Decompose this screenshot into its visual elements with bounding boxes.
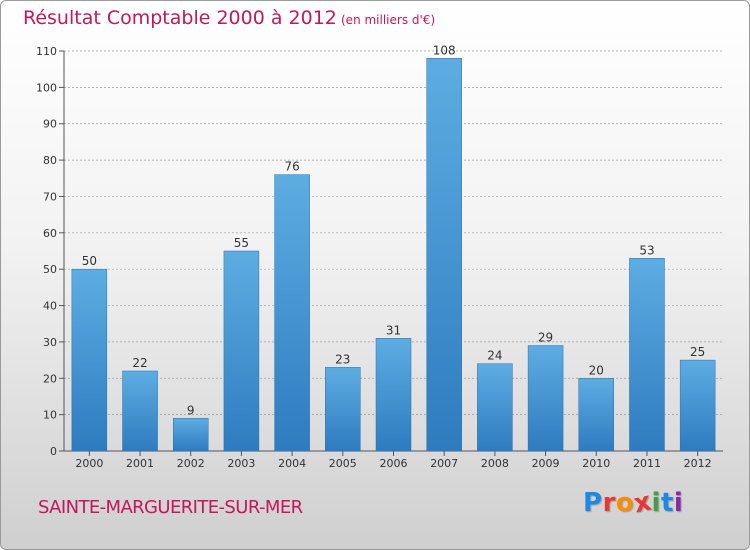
bar-value-label: 50: [82, 254, 97, 268]
y-tick-label: 100: [36, 81, 57, 94]
y-tick-label: 10: [43, 409, 57, 422]
chart-title: Résultat Comptable 2000 à 2012: [23, 7, 337, 29]
x-tick-label: 2007: [430, 457, 458, 470]
logo-letter: i: [651, 488, 661, 518]
chart-subtitle: (en milliers d'€): [341, 13, 436, 27]
bar-value-label: 24: [487, 349, 502, 363]
y-tick-label: 0: [50, 445, 57, 458]
x-tick-label: 2002: [177, 457, 205, 470]
logo-letter: i: [673, 488, 684, 518]
bars: [71, 58, 716, 452]
bar-value-label: 76: [284, 160, 299, 174]
bar: [122, 370, 158, 452]
value-labels: 50 22 9 55 76 23 31 108 24 29 20 53 25: [82, 43, 706, 417]
bar-value-label: 108: [433, 43, 456, 57]
logo-letter: t: [660, 488, 674, 518]
x-tick-label: 2006: [380, 457, 408, 470]
bar-value-label: 55: [234, 236, 249, 250]
y-tick-label: 90: [43, 118, 57, 131]
bar-value-label: 22: [132, 356, 147, 370]
x-tick-label: 2011: [633, 457, 661, 470]
x-tick-label: 2008: [481, 457, 509, 470]
y-tick-label: 40: [43, 300, 57, 313]
logo-letter: P: [583, 488, 603, 518]
bar-value-label: 29: [538, 331, 553, 345]
bar: [325, 367, 361, 452]
bar: [477, 363, 513, 452]
x-tick-label: 2009: [532, 457, 560, 470]
y-tick-label: 30: [43, 336, 57, 349]
y-tick-label: 20: [43, 372, 57, 385]
y-tick-label: 110: [36, 45, 57, 58]
x-tick-label: 2004: [278, 457, 306, 470]
bar: [629, 258, 665, 452]
bar-value-label: 31: [386, 323, 401, 337]
x-tick-label: 2012: [684, 457, 712, 470]
bar-value-label: 20: [589, 363, 604, 377]
x-tick-label: 2001: [126, 457, 154, 470]
y-tick-label: 60: [43, 227, 57, 240]
logo-letter: o: [615, 488, 635, 518]
logo-letter: r: [602, 488, 616, 518]
bar: [679, 359, 716, 452]
proxiti-logo: Proxiti: [583, 487, 684, 520]
bar-value-label: 9: [187, 403, 195, 417]
x-tick-label: 2010: [582, 457, 610, 470]
bar: [71, 268, 108, 452]
y-tick-label: 50: [43, 263, 57, 276]
x-tick-label: 2005: [329, 457, 357, 470]
bar: [578, 378, 615, 452]
bar-value-label: 53: [639, 243, 654, 257]
commune-name: SAINTE-MARGUERITE-SUR-MER: [38, 497, 303, 518]
x-tick-label: 2003: [227, 457, 255, 470]
bar: [223, 250, 260, 452]
x-tick-label: 2000: [75, 457, 103, 470]
bar-value-label: 23: [335, 352, 350, 366]
bar: [426, 58, 462, 452]
bar: [274, 174, 310, 452]
bar: [172, 418, 209, 452]
bar: [527, 345, 564, 452]
bar-value-label: 25: [690, 345, 705, 359]
bar: [375, 338, 412, 452]
y-tick-label: 80: [43, 154, 57, 167]
y-tick-label: 70: [43, 190, 57, 203]
